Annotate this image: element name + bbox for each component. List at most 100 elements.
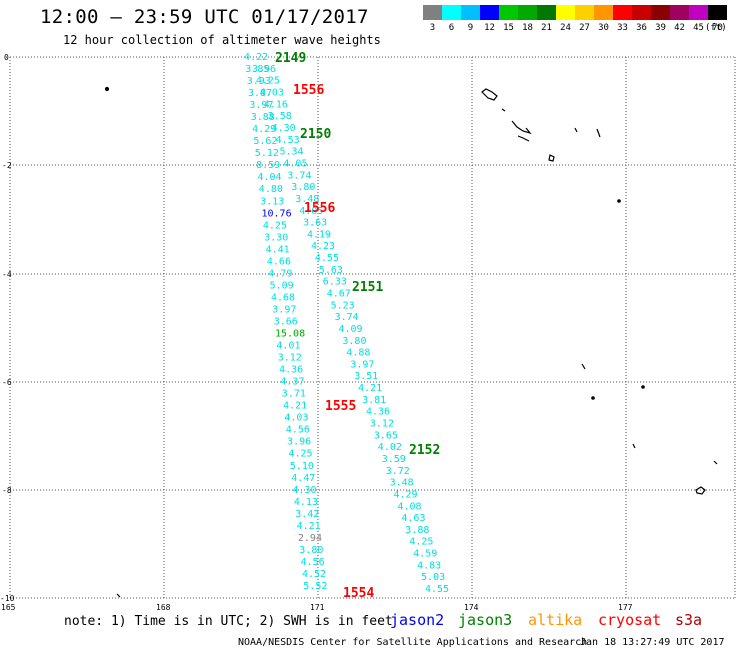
latitude-labels: 0 -2 -4 -6 -8 -10	[0, 53, 15, 603]
wave-height-value: 3.96	[252, 64, 276, 75]
longitude-labels: 165 168 171 174 177	[1, 603, 633, 612]
wave-height-value: 4.56	[286, 425, 310, 436]
legend-swatch	[708, 5, 727, 20]
legend-label: 42	[674, 23, 685, 33]
mission-altika: altika	[528, 611, 582, 629]
wave-height-value: 4.21	[297, 521, 321, 532]
pass-label: 1556	[293, 83, 324, 98]
footer-note: note: 1) Time is in UTC; 2) SWH is in fe…	[64, 614, 393, 629]
lon-label: 171	[310, 603, 325, 612]
lat-label: -6	[2, 378, 12, 387]
wave-height-value: 6.33	[323, 277, 347, 288]
island	[548, 154, 555, 162]
legend-label: 27	[579, 23, 590, 33]
island	[641, 385, 645, 389]
wave-height-value: 4.36	[279, 365, 303, 376]
legend-swatch	[670, 5, 689, 20]
wave-height-value: 3.65	[374, 430, 398, 441]
chart-subtitle: 12 hour collection of altimeter wave hei…	[63, 33, 381, 47]
wave-height-value: 3.97	[350, 359, 374, 370]
island	[481, 88, 498, 101]
wave-height-value: 4.66	[267, 256, 291, 267]
wave-height-value: 3.13	[260, 196, 284, 207]
legend-swatch	[518, 5, 537, 20]
pass-label: 2149	[275, 51, 306, 66]
pass-label: 2152	[409, 443, 440, 458]
mission-jason2: jason2	[390, 611, 444, 629]
wave-height-value: 5.62	[253, 136, 277, 147]
legend-label: 45	[693, 23, 704, 33]
lat-label: -10	[0, 594, 15, 603]
wave-height-value: 4.68	[271, 292, 295, 303]
wave-height-value: 4.25	[263, 220, 287, 231]
wave-height-value: 3.81	[362, 395, 386, 406]
wave-height-value: 4.04	[258, 172, 282, 183]
wave-height-value: 3.80	[291, 182, 315, 193]
wave-height-value: 4.79	[268, 268, 292, 279]
legend-swatch	[537, 5, 556, 20]
mission-legend: jason2 jason3 altika cryosat s3a	[390, 611, 702, 629]
island	[591, 396, 595, 400]
wave-height-value: 4.88	[346, 348, 370, 359]
island	[695, 486, 706, 495]
wave-height-value: 3.63	[303, 218, 327, 229]
wave-height-value: 5.34	[280, 147, 304, 158]
wave-height-value: 3.48	[295, 194, 319, 205]
wave-height-value: 3.71	[282, 389, 306, 400]
legend-label: 21	[541, 23, 552, 33]
mission-s3a: s3a	[675, 611, 702, 629]
wave-height-value: 4.55	[425, 584, 449, 595]
wave-height-value: 4.47	[291, 473, 315, 484]
pass-label: 1556	[304, 201, 335, 216]
wave-height-value: 3.96	[287, 437, 311, 448]
mission-cryosat: cryosat	[598, 611, 661, 629]
legend-label: 33	[617, 23, 628, 33]
island	[632, 443, 636, 449]
wave-height-value: 4.83	[417, 560, 441, 571]
wave-height-value: 3.80	[342, 336, 366, 347]
wave-height-value: 2.94	[298, 533, 322, 544]
wave-height-value: 4.30	[272, 123, 296, 134]
wave-height-value: 3.59	[382, 454, 406, 465]
legend-swatch	[651, 5, 670, 20]
wave-height-value: 4.53	[276, 135, 300, 146]
pass-label: 1555	[325, 399, 356, 414]
wave-height-value: 3.87	[248, 88, 272, 99]
wave-height-value: 4.23	[311, 241, 335, 252]
wave-height-value: 3.97	[249, 100, 273, 111]
wave-height-value: 3.12	[278, 353, 302, 364]
legend-label: 70	[712, 23, 723, 33]
generated-timestamp: Jan 18 13:27:49 UTC 2017	[580, 637, 725, 648]
island	[116, 593, 121, 598]
wave-height-value: 4.36	[366, 407, 390, 418]
wave-height-value: 10.76	[262, 208, 292, 219]
wave-height-value: 4.19	[307, 229, 331, 240]
wave-height-value: 5.03	[421, 572, 445, 583]
color-legend: 3 6 9 12 15 18 21 24 27 30 33 36 39 42 45 70	[423, 5, 727, 33]
legend-swatch	[613, 5, 632, 20]
wave-height-value: 4.67	[327, 289, 351, 300]
legend-label: 6	[449, 23, 454, 33]
island	[581, 363, 586, 370]
pass-label: 2150	[300, 127, 331, 142]
mission-jason3: jason3	[458, 611, 512, 629]
wave-height-value: 4.63	[401, 513, 425, 524]
pass-labels: 2149 1556 2150 1556 2151 1555 2152 1554	[275, 51, 440, 601]
wave-height-value: 4.52	[302, 569, 326, 580]
wave-height-value: 4.01	[276, 341, 300, 352]
legend-label: 18	[522, 23, 533, 33]
legend-label: 3	[430, 23, 435, 33]
legend-label: 36	[636, 23, 647, 33]
wave-height-values: 4.223.963.854.253.934.033.874.163.973.58…	[244, 52, 449, 595]
wave-height-value: 3.97	[272, 305, 296, 316]
wave-height-value: 4.29	[252, 124, 276, 135]
lon-label: 177	[618, 603, 633, 612]
wave-height-value: 4.08	[398, 501, 422, 512]
legend-swatch	[480, 5, 499, 20]
wave-height-value: 5.52	[303, 581, 327, 592]
legend-label: 15	[503, 23, 514, 33]
wave-height-value: 5.23	[331, 300, 355, 311]
legend-swatch	[594, 5, 613, 20]
wave-height-value: 4.21	[283, 401, 307, 412]
island	[713, 460, 718, 465]
